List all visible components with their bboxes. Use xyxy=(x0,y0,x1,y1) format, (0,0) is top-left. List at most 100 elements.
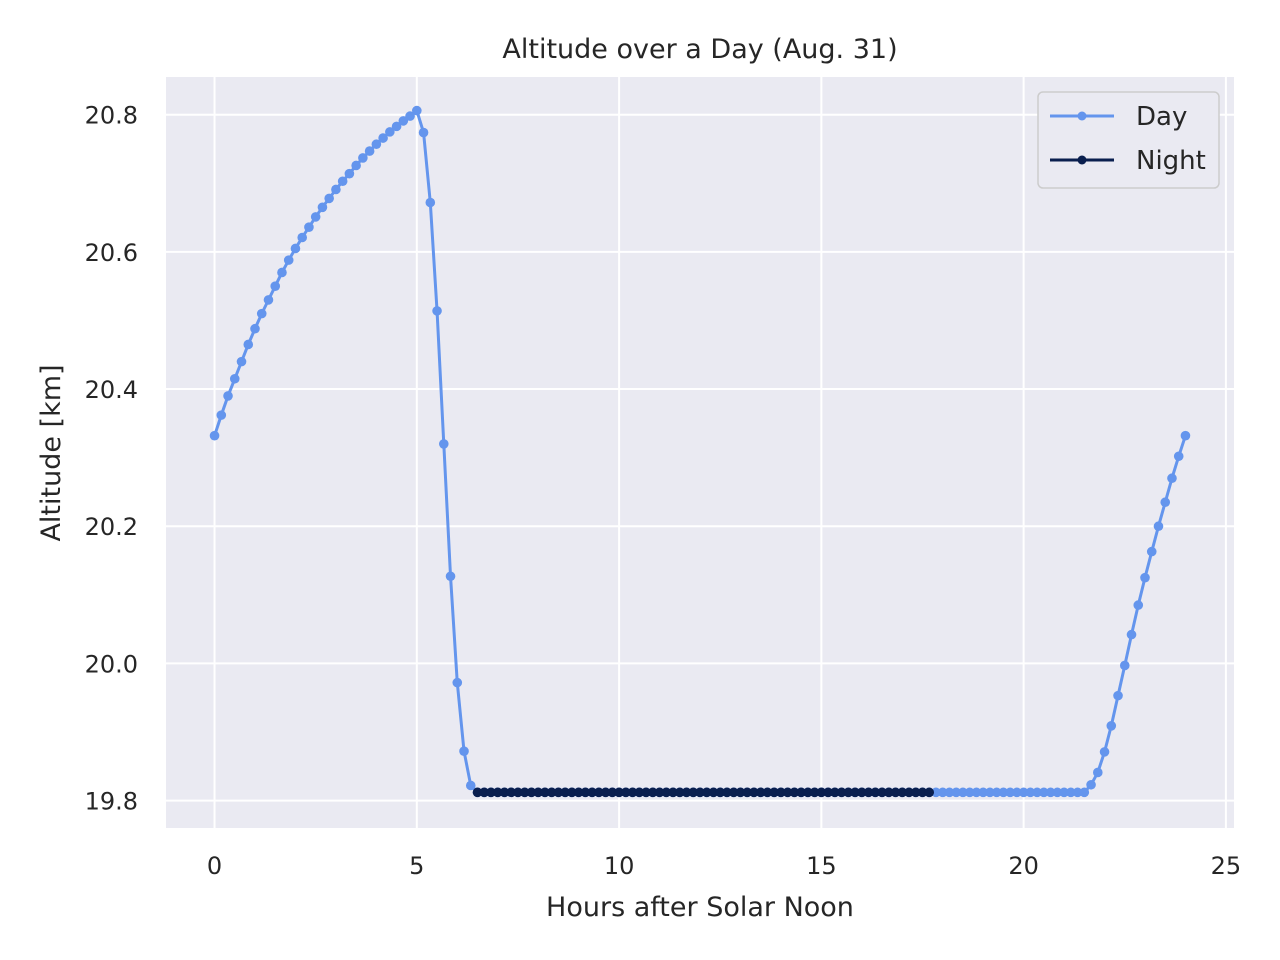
series-night-point xyxy=(890,787,901,798)
series-day-point xyxy=(1153,521,1164,532)
series-night-point xyxy=(668,787,678,798)
series-day-point xyxy=(256,308,267,319)
series-night-point xyxy=(749,787,759,798)
series-night-point xyxy=(708,787,719,798)
series-day-point xyxy=(223,391,233,401)
series-day-point xyxy=(937,787,948,798)
series-day-point xyxy=(263,295,274,305)
series-day-point xyxy=(425,197,436,208)
series-day-point xyxy=(391,121,402,132)
series-night-point xyxy=(722,787,732,798)
series-day-point xyxy=(971,787,982,798)
series-night-point xyxy=(499,787,510,798)
y-tick-label: 19.8 xyxy=(85,788,138,816)
series-day-point xyxy=(337,176,348,187)
series-night-point xyxy=(883,787,894,798)
series-day-point xyxy=(1039,787,1049,798)
series-night-point xyxy=(513,787,523,798)
series-day-point xyxy=(1005,787,1015,798)
series-day-point xyxy=(216,410,227,420)
plot-area xyxy=(166,77,1234,828)
series-day-point xyxy=(1025,787,1036,798)
series-day-point xyxy=(1140,572,1150,583)
series-night-point xyxy=(641,787,651,798)
series-night-point xyxy=(506,787,517,798)
series-day-point xyxy=(1045,787,1056,798)
series-day-point xyxy=(1126,629,1137,640)
series-day-point xyxy=(1012,787,1022,798)
series-night-point xyxy=(917,787,928,798)
series-night-point xyxy=(526,787,537,798)
y-tick-label: 20.2 xyxy=(85,513,138,541)
series-day-point xyxy=(331,184,341,195)
series-day-point xyxy=(236,356,247,367)
series-night-point xyxy=(540,787,550,798)
series-night-point xyxy=(809,787,820,798)
series-night-point xyxy=(857,787,867,798)
series-night-point xyxy=(816,787,827,798)
series-day-point xyxy=(944,787,955,798)
series-day-point xyxy=(964,787,975,798)
series-day-point xyxy=(1093,767,1103,778)
series-day-point xyxy=(931,787,941,798)
series-night-point xyxy=(688,787,699,798)
series-day-point xyxy=(978,787,988,798)
series-day-point xyxy=(398,116,409,126)
x-tick-label: 15 xyxy=(806,852,837,880)
series-day-point xyxy=(229,373,240,384)
series-day-point xyxy=(465,780,476,791)
series-night-point xyxy=(863,787,874,798)
y-tick-label: 20.8 xyxy=(85,102,138,130)
series-day-point xyxy=(358,153,368,163)
legend-day-marker xyxy=(1077,111,1087,121)
series-night-point xyxy=(533,787,543,798)
series-night-point xyxy=(594,787,604,798)
series-day-point xyxy=(1032,787,1042,798)
series-day-point xyxy=(243,339,254,350)
x-tick-label: 25 xyxy=(1211,852,1242,880)
series-day-point xyxy=(324,193,334,204)
series-day-point xyxy=(1072,787,1083,798)
series-day-point xyxy=(290,243,301,254)
series-day-point xyxy=(1113,690,1123,701)
series-day-point xyxy=(1180,430,1191,441)
series-day-point xyxy=(1099,747,1110,757)
series-day-point xyxy=(1066,787,1076,798)
y-tick-label: 20.0 xyxy=(85,650,138,678)
tick-labels: 0 5 10 15 20 25 19.8 20.0 20.2 20.4 20.6 20.8 xyxy=(85,102,1242,880)
series-night-point xyxy=(796,787,806,798)
series-day-point xyxy=(209,430,220,441)
series-day-point xyxy=(1133,600,1144,610)
x-axis-label: Hours after Solar Noon xyxy=(546,892,854,923)
series-night-point xyxy=(830,787,840,798)
x-tick-label: 10 xyxy=(604,852,635,880)
series-night-point xyxy=(715,787,726,798)
series-night-point xyxy=(803,787,813,798)
series-night-point xyxy=(573,787,584,798)
chart-title: Altitude over a Day (Aug. 31) xyxy=(502,34,897,65)
series-night-point xyxy=(519,787,530,798)
series-day-point xyxy=(344,168,355,179)
series-day-point xyxy=(378,133,388,143)
series-night-point xyxy=(479,787,490,798)
series-night-point xyxy=(762,787,773,798)
series-night-point xyxy=(648,787,658,798)
series-day-point xyxy=(432,306,442,316)
series-day-point xyxy=(998,787,1009,798)
series-day-point xyxy=(351,160,361,171)
series-day-point xyxy=(1079,787,1090,798)
series-night-point xyxy=(735,787,746,798)
series-night-point xyxy=(621,787,631,798)
series-night-point xyxy=(492,787,503,798)
series-day-point xyxy=(438,439,449,449)
series-night-point xyxy=(546,787,557,798)
series-layer xyxy=(209,105,1191,798)
series-night-point xyxy=(789,787,800,798)
series-day-point xyxy=(418,127,429,138)
series-day-point xyxy=(283,255,294,265)
series-night-point xyxy=(587,787,597,798)
series-day-point xyxy=(1059,787,1069,798)
series-day-point xyxy=(385,127,395,137)
series-day-point xyxy=(1018,787,1029,798)
